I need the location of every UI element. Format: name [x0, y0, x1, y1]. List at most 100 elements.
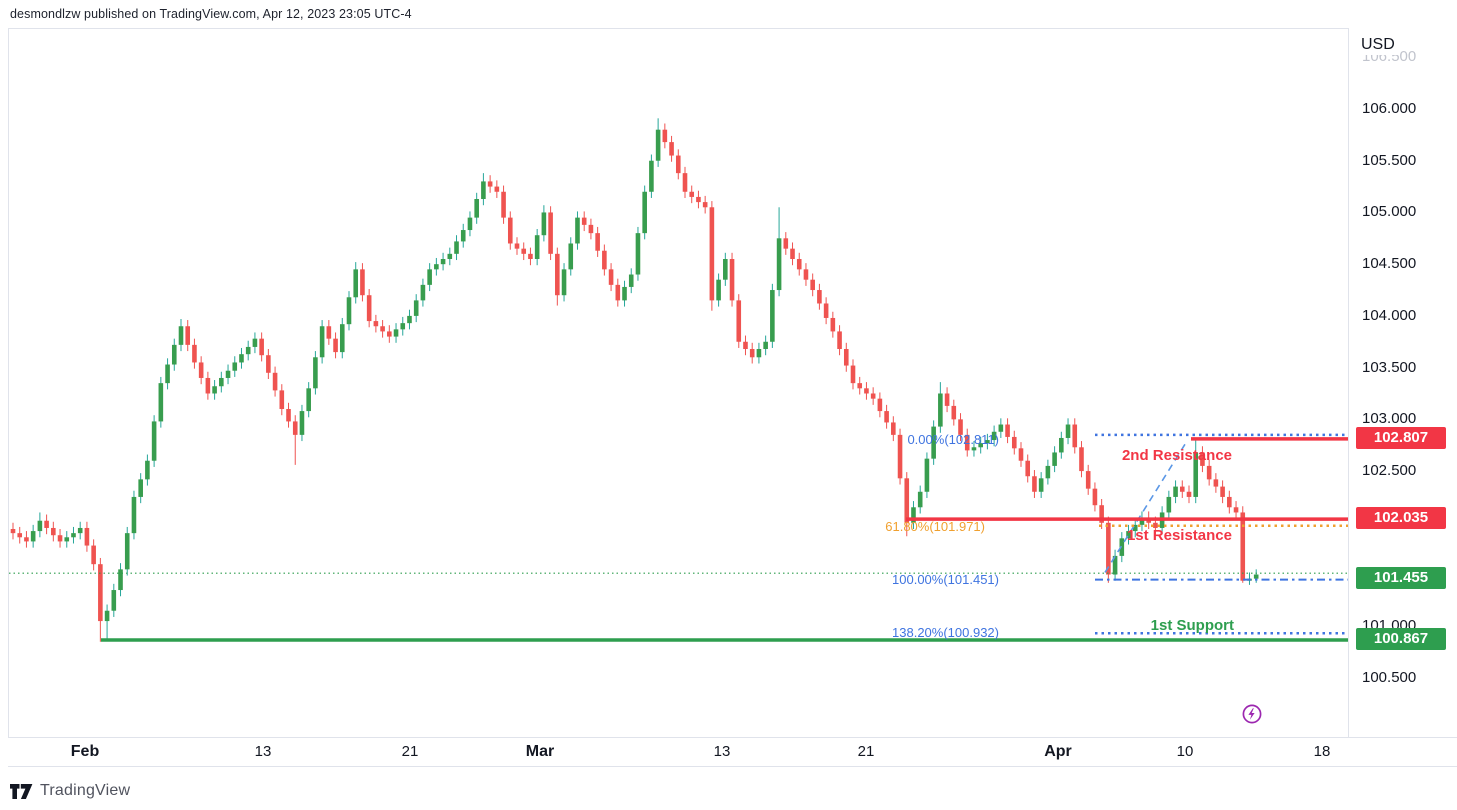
- candle[interactable]: [24, 537, 29, 542]
- candle[interactable]: [877, 398, 883, 412]
- candle[interactable]: [669, 142, 674, 156]
- candle[interactable]: [595, 233, 600, 251]
- candle[interactable]: [1085, 471, 1091, 489]
- price-axis[interactable]: USD 106.500 106.000 105.500 105.000 104.500 1…: [1348, 28, 1457, 767]
- candle[interactable]: [474, 199, 479, 218]
- candle[interactable]: [944, 393, 950, 406]
- candle[interactable]: [1011, 436, 1017, 449]
- candle[interactable]: [931, 426, 936, 459]
- candle[interactable]: [420, 284, 426, 301]
- candle[interactable]: [749, 349, 755, 358]
- candle[interactable]: [151, 421, 157, 461]
- candle[interactable]: [1213, 479, 1219, 487]
- candle[interactable]: [1179, 486, 1185, 492]
- candle[interactable]: [454, 241, 459, 254]
- candle[interactable]: [205, 377, 211, 394]
- candle[interactable]: [17, 533, 23, 538]
- candle[interactable]: [830, 317, 836, 332]
- candle[interactable]: [138, 479, 143, 497]
- candle[interactable]: [642, 191, 647, 234]
- candle[interactable]: [1052, 452, 1057, 466]
- candle[interactable]: [776, 238, 782, 291]
- candle[interactable]: [628, 274, 634, 287]
- candle[interactable]: [528, 253, 533, 260]
- candle[interactable]: [1173, 486, 1178, 497]
- candle[interactable]: [837, 331, 842, 350]
- candle[interactable]: [588, 224, 594, 234]
- candle[interactable]: [98, 564, 103, 622]
- candle[interactable]: [71, 533, 76, 538]
- candle[interactable]: [225, 370, 231, 378]
- candle[interactable]: [817, 290, 822, 304]
- candle[interactable]: [649, 160, 654, 192]
- candle[interactable]: [803, 269, 809, 280]
- candle[interactable]: [1132, 524, 1138, 532]
- candle[interactable]: [1220, 486, 1225, 497]
- candle[interactable]: [192, 344, 197, 363]
- candle[interactable]: [655, 129, 661, 161]
- candle[interactable]: [709, 207, 715, 301]
- candle[interactable]: [1072, 424, 1078, 448]
- candle[interactable]: [131, 496, 137, 534]
- candle[interactable]: [985, 440, 990, 444]
- candle[interactable]: [998, 424, 1004, 432]
- candle[interactable]: [1126, 531, 1131, 539]
- candle[interactable]: [1200, 452, 1205, 466]
- candle[interactable]: [10, 529, 16, 534]
- candle[interactable]: [232, 362, 238, 371]
- candle[interactable]: [366, 295, 372, 322]
- candle[interactable]: [460, 230, 466, 242]
- candle[interactable]: [245, 346, 251, 355]
- candle[interactable]: [736, 300, 742, 342]
- candle[interactable]: [763, 341, 768, 350]
- candle[interactable]: [158, 383, 164, 422]
- candle[interactable]: [1079, 447, 1084, 472]
- candle[interactable]: [266, 355, 271, 373]
- candlestick-chart[interactable]: [9, 29, 1349, 738]
- candle[interactable]: [299, 411, 305, 435]
- candle[interactable]: [306, 388, 311, 412]
- candle[interactable]: [1018, 448, 1024, 461]
- candle[interactable]: [783, 238, 789, 249]
- candle[interactable]: [1032, 476, 1037, 492]
- candle[interactable]: [353, 269, 359, 298]
- candle[interactable]: [608, 269, 614, 285]
- candle[interactable]: [1233, 507, 1239, 513]
- candle[interactable]: [104, 610, 110, 622]
- candle[interactable]: [1139, 517, 1145, 525]
- candle[interactable]: [964, 434, 970, 451]
- candle[interactable]: [1005, 424, 1010, 437]
- candle[interactable]: [951, 405, 957, 420]
- candle[interactable]: [561, 269, 567, 296]
- candle[interactable]: [978, 443, 983, 448]
- candle[interactable]: [702, 202, 708, 208]
- candle[interactable]: [1099, 505, 1104, 523]
- candle[interactable]: [662, 129, 668, 143]
- candle[interactable]: [568, 243, 574, 270]
- candle[interactable]: [689, 191, 695, 197]
- candle[interactable]: [615, 284, 621, 301]
- candle[interactable]: [494, 186, 500, 192]
- candle[interactable]: [279, 390, 285, 410]
- candle[interactable]: [675, 155, 681, 174]
- candle[interactable]: [1065, 424, 1071, 438]
- candle[interactable]: [1119, 538, 1125, 556]
- candle[interactable]: [823, 303, 829, 318]
- candle[interactable]: [447, 253, 453, 260]
- candle[interactable]: [57, 535, 63, 542]
- candle[interactable]: [682, 173, 688, 192]
- candle[interactable]: [911, 507, 916, 523]
- candle[interactable]: [1045, 465, 1051, 479]
- candle[interactable]: [124, 533, 130, 570]
- candle[interactable]: [77, 527, 83, 534]
- candle[interactable]: [440, 259, 446, 265]
- candle[interactable]: [239, 354, 244, 363]
- candle[interactable]: [400, 323, 406, 330]
- candle[interactable]: [1106, 522, 1111, 575]
- candle[interactable]: [178, 326, 184, 345]
- candle[interactable]: [326, 326, 332, 339]
- candle[interactable]: [1253, 574, 1259, 579]
- candle[interactable]: [756, 349, 762, 358]
- candle[interactable]: [991, 431, 997, 441]
- candle[interactable]: [696, 196, 701, 203]
